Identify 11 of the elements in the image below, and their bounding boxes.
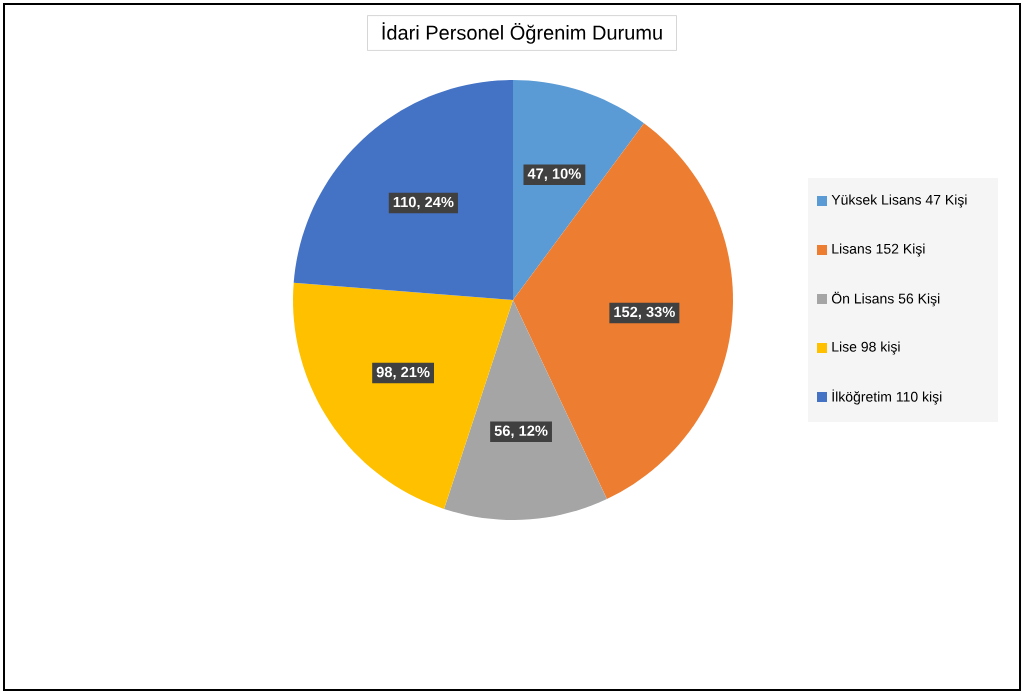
data-label: 56, 12%	[494, 425, 548, 439]
legend-label: Ön Lisans 56 Kişi	[831, 291, 940, 307]
data-label: 98, 21%	[376, 366, 430, 380]
legend-label: Lise 98 kişi	[832, 341, 900, 355]
data-label: 47, 10%	[527, 168, 581, 181]
data-label: 110, 24%	[393, 196, 454, 210]
legend-label: Lisans 152 Kişi	[832, 243, 925, 257]
legend-label: İlköğretim 110 kişi	[832, 389, 942, 405]
chart-title: İdari Personel Öğrenim Durumu	[382, 22, 662, 44]
data-label: 152, 33%	[614, 306, 675, 320]
legend-label: Yüksek Lisans 47 Kişi	[831, 194, 967, 208]
